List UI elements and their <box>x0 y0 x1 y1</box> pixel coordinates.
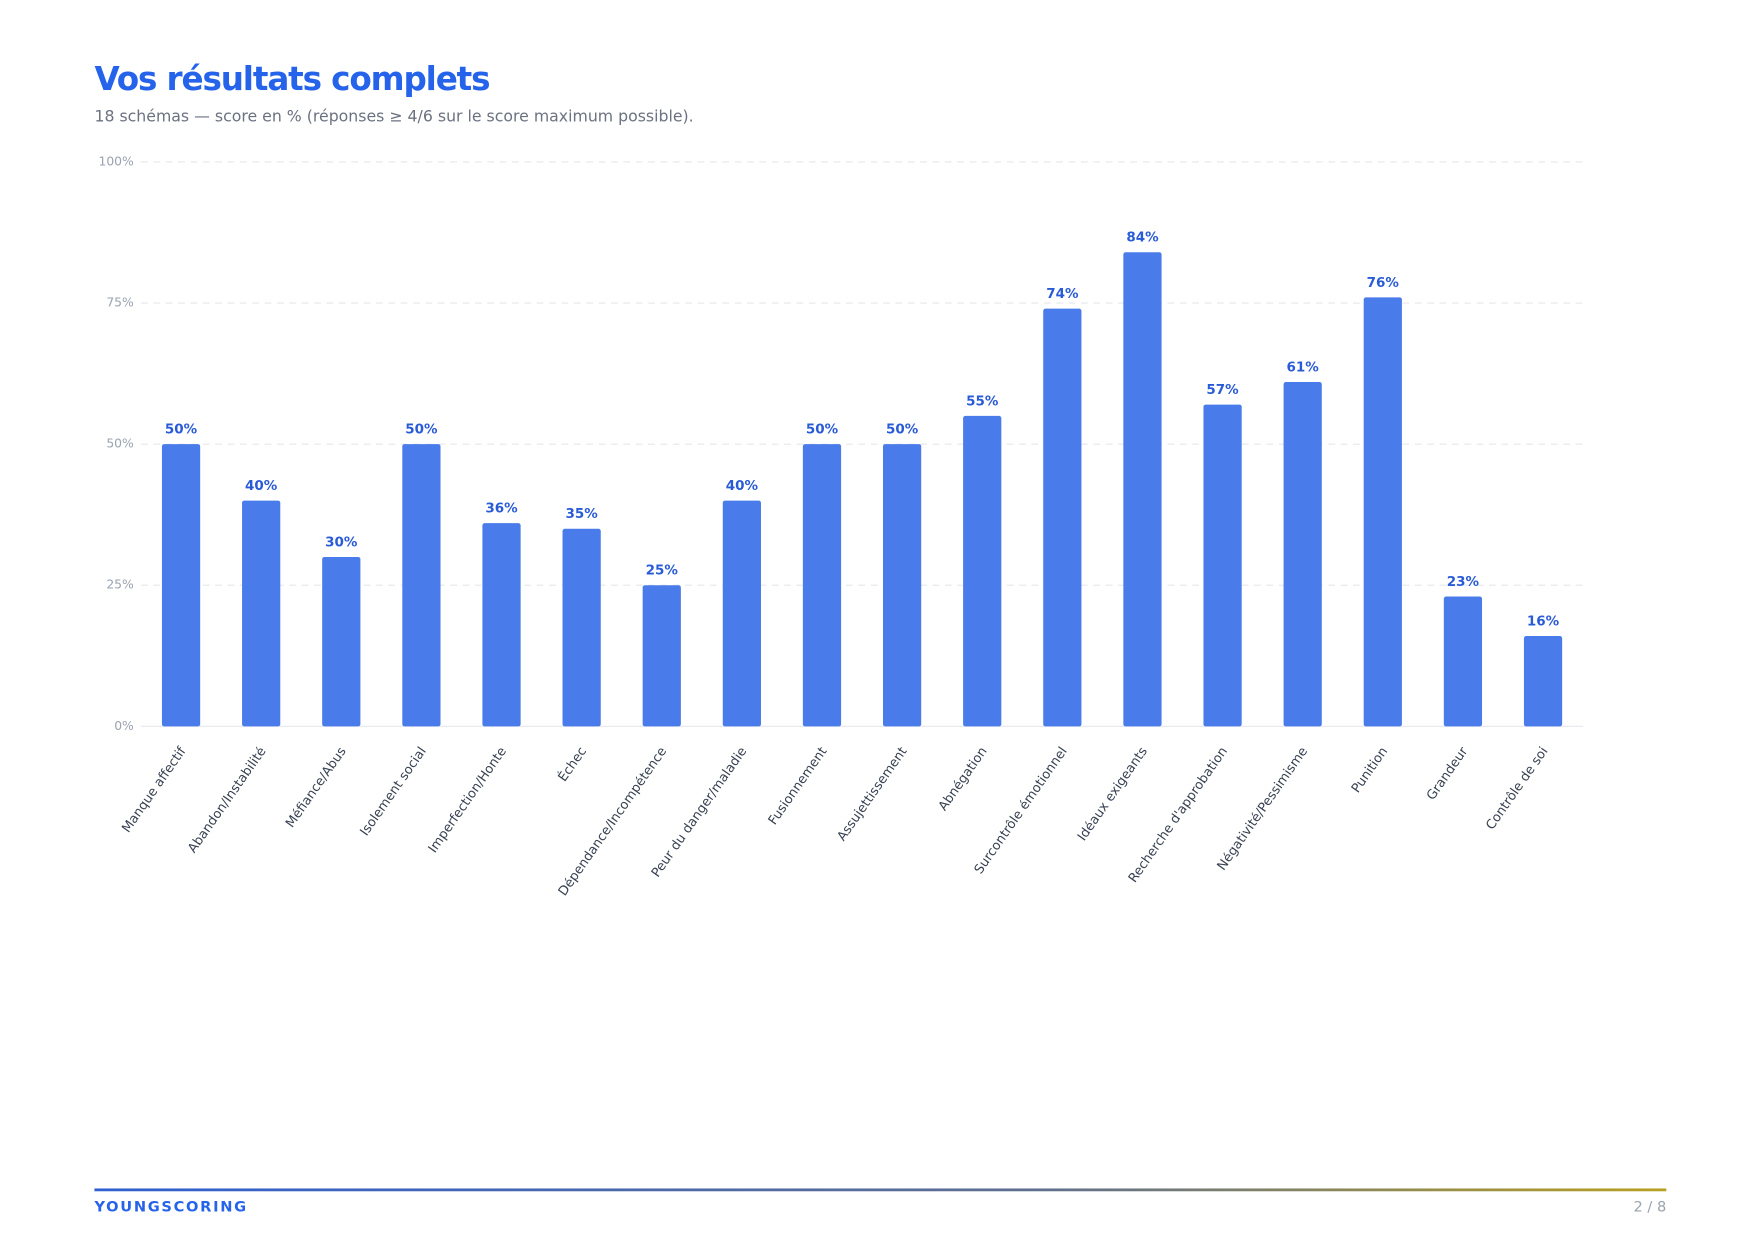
bar <box>242 500 281 727</box>
x-tick-label: Surcontrôle émotionnel <box>972 745 1071 877</box>
x-tick-label: Punition <box>1349 745 1391 796</box>
y-tick-label: 75% <box>106 296 134 310</box>
x-tick-label: Assujettissement <box>835 745 911 845</box>
value-label: 35% <box>565 506 598 522</box>
value-label: 61% <box>1287 359 1320 375</box>
bar <box>1203 404 1242 727</box>
value-label: 57% <box>1206 382 1239 398</box>
footer-brand: YOUNGSCORING <box>93 1199 247 1216</box>
bar <box>963 415 1002 727</box>
y-tick-label: 50% <box>106 437 134 451</box>
bar <box>1043 308 1082 727</box>
value-label: 50% <box>405 422 438 438</box>
bar <box>1523 636 1563 727</box>
bar <box>802 444 842 727</box>
x-tick-label: Méfiance/Abus <box>283 744 350 830</box>
x-tick-label: Contrôle de soi <box>1483 745 1551 833</box>
bar <box>161 444 201 727</box>
value-label: 40% <box>245 478 278 494</box>
x-tick-label: Fusionnement <box>766 745 831 828</box>
bar <box>722 500 761 727</box>
bar <box>642 585 681 727</box>
x-tick-label: Abandon/Instabilité <box>185 745 269 856</box>
bar <box>482 523 521 727</box>
x-tick-label: Peur du danger/maladie <box>649 745 750 881</box>
value-label: 50% <box>886 422 919 438</box>
value-label: 23% <box>1447 574 1480 590</box>
value-label: 50% <box>806 422 839 438</box>
y-tick-label: 100% <box>98 154 134 168</box>
chart-title: Vos résultats complets <box>94 60 489 98</box>
y-tick-label: 0% <box>114 719 134 733</box>
x-tick-label: Abnégation <box>936 745 991 814</box>
value-label: 74% <box>1046 286 1079 302</box>
x-tick-label: Négativité/Pessimisme <box>1215 745 1312 874</box>
value-label: 40% <box>726 478 759 494</box>
x-tick-label: Manque affectif <box>119 744 189 836</box>
x-tick-label: Grandeur <box>1424 744 1472 803</box>
bar <box>1123 252 1162 727</box>
x-tick-label: Isolement social <box>357 745 429 839</box>
y-tick-label: 25% <box>106 578 134 592</box>
value-label: 16% <box>1527 613 1560 629</box>
bar <box>1363 297 1402 727</box>
bar <box>1443 596 1483 727</box>
value-label: 55% <box>966 393 999 409</box>
x-tick-label: Imperfection/Honte <box>426 745 510 856</box>
bar <box>882 444 922 727</box>
value-label: 25% <box>646 563 679 579</box>
page-number: 2 / 8 <box>1633 1199 1666 1216</box>
bar <box>402 444 441 727</box>
value-label: 50% <box>165 422 198 438</box>
x-tick-label: Idéaux exigeants <box>1075 744 1151 844</box>
chart-subtitle: 18 schémas — score en % (réponses ≥ 4/6 … <box>94 106 693 125</box>
value-label: 84% <box>1126 230 1159 246</box>
bar <box>322 557 361 727</box>
x-tick-label: Échec <box>555 744 590 785</box>
bar <box>1283 382 1322 727</box>
value-label: 76% <box>1367 275 1400 291</box>
value-label: 36% <box>485 501 518 517</box>
bar <box>562 528 601 727</box>
value-label: 30% <box>325 534 358 550</box>
footer-rule <box>94 1188 1667 1192</box>
